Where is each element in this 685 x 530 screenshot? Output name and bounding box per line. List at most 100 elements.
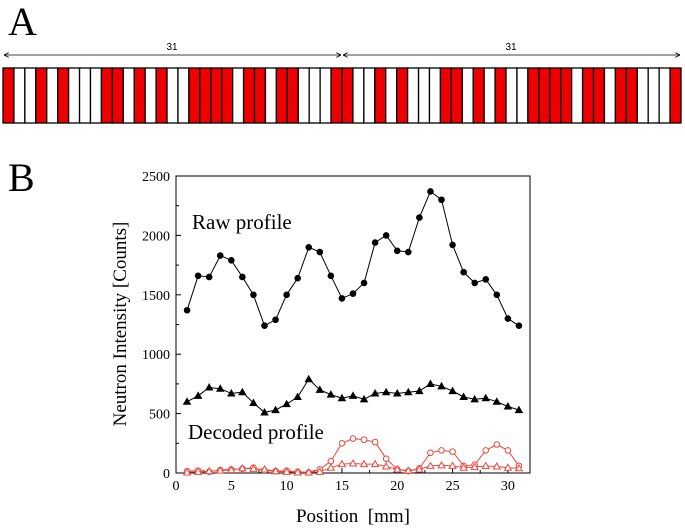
data-point	[371, 438, 379, 446]
data-point	[305, 243, 313, 251]
data-point	[282, 467, 291, 475]
mask-slit-open	[549, 67, 562, 124]
y-axis-title: Neutron Intensity [Counts]	[110, 222, 131, 427]
decoded-profile-annotation: Decoded profile	[188, 420, 324, 444]
x-tick-label: 15	[335, 479, 349, 494]
data-point	[327, 457, 335, 465]
data-point	[348, 459, 358, 467]
mask-slit-closed	[461, 67, 474, 124]
x-axis-ticks: 0 5 10 15 20 25 30	[173, 468, 515, 494]
data-point	[382, 232, 390, 239]
mask-slit-open	[57, 67, 70, 124]
mask-slit-open	[614, 67, 627, 124]
mask-slit-closed	[144, 67, 157, 124]
data-point	[514, 405, 524, 414]
mask-slit-closed	[363, 67, 376, 124]
panel-b-letter: B	[8, 155, 35, 200]
mask-slit-closed	[122, 67, 135, 124]
data-point	[459, 463, 468, 471]
x-tick-label: 25	[446, 479, 460, 494]
mask-slit-open	[221, 67, 234, 124]
data-point	[514, 463, 524, 472]
mask-slit-open	[2, 67, 15, 124]
y-tick-label: 0	[163, 467, 170, 482]
data-point	[392, 388, 402, 397]
data-point	[382, 455, 390, 463]
intensity-chart: 0 500 1000 1500 2000 2500 0 5 10 15 20 25 30 Raw pr…	[110, 170, 531, 527]
mask-slit-closed	[385, 67, 398, 124]
data-point	[338, 295, 346, 302]
data-point	[238, 463, 247, 472]
y-tick-label: 1000	[142, 348, 170, 363]
data-point	[349, 290, 357, 297]
data-point	[193, 391, 203, 399]
x-tick-label: 0	[173, 479, 180, 494]
data-point	[404, 466, 413, 474]
data-point	[249, 398, 258, 406]
mask-slit-open	[341, 67, 354, 124]
data-point	[272, 316, 279, 324]
mask-slit-closed	[571, 67, 584, 124]
mask-slit-open	[188, 67, 201, 124]
mask-slit-closed	[264, 67, 278, 124]
mask-slit-open	[472, 67, 485, 124]
data-point	[315, 385, 325, 393]
mask-slit-closed	[46, 67, 59, 124]
data-point	[482, 276, 490, 283]
data-point	[459, 392, 468, 401]
mask-slit-closed	[231, 67, 245, 124]
data-point	[381, 462, 391, 470]
data-point	[249, 464, 258, 472]
data-point	[493, 441, 501, 448]
mask-slit-closed	[603, 67, 617, 124]
data-point	[228, 257, 235, 264]
data-point	[460, 268, 467, 276]
mask-slit-closed	[67, 67, 81, 124]
data-point	[326, 390, 336, 398]
data-point	[415, 465, 424, 473]
data-point	[503, 402, 513, 410]
data-point	[282, 399, 291, 408]
mask-slit-closed	[352, 67, 365, 124]
data-point	[481, 393, 491, 402]
data-point	[504, 315, 512, 322]
x-axis-title: Position [mm]	[296, 506, 410, 527]
data-point	[481, 461, 491, 469]
mask-slit-open	[494, 67, 507, 124]
mask-slit-open	[450, 67, 463, 124]
data-point	[438, 196, 445, 204]
data-point	[238, 387, 247, 396]
mask-slit-open	[669, 67, 682, 124]
mask-slit-open	[538, 67, 551, 124]
data-point	[415, 386, 424, 395]
mask-slit-closed	[297, 67, 310, 124]
x-tick-label: 10	[280, 479, 294, 494]
data-point	[239, 273, 246, 281]
mask-slit-open	[581, 67, 595, 124]
mask-slit-open	[199, 67, 212, 124]
mask-slit-open	[439, 67, 453, 124]
data-point	[437, 460, 446, 469]
data-point	[271, 405, 280, 414]
mask-slit-open	[155, 67, 168, 124]
data-point	[438, 447, 445, 454]
data-point	[338, 440, 346, 447]
data-point	[205, 273, 213, 281]
data-point	[360, 436, 368, 444]
data-point	[227, 388, 236, 397]
mask-slit-closed	[483, 67, 496, 124]
mask-slit-closed	[647, 67, 660, 124]
data-point	[471, 279, 478, 287]
y-tick-label: 500	[149, 408, 170, 423]
mask-slit-closed	[636, 67, 649, 124]
mask-slit-closed	[319, 67, 332, 124]
mask-slit-closed	[417, 67, 431, 124]
coded-mask-pattern	[2, 67, 682, 124]
mask-slit-open	[253, 67, 267, 124]
x-tick-label: 30	[501, 479, 515, 494]
mask-slit-open	[210, 67, 223, 124]
mask-slit-closed	[428, 67, 442, 124]
series-4	[182, 459, 524, 476]
y-axis-ticks: 0 500 1000 1500 2000 2500	[142, 170, 181, 482]
